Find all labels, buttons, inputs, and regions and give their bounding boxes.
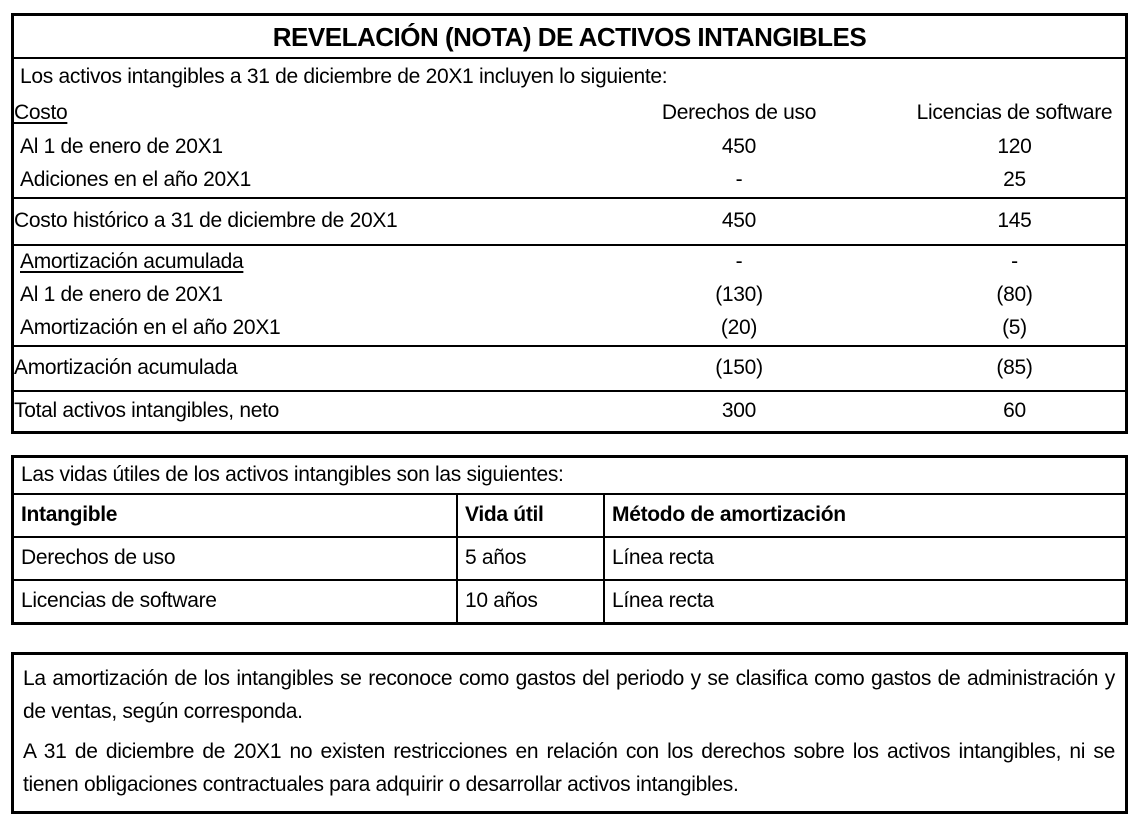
note-title: REVELACIÓN (NOTA) DE ACTIVOS INTANGIBLES	[14, 16, 1125, 59]
table-row: Total activos intangibles, neto 300 60	[14, 391, 1125, 431]
cell-value: 450	[721, 135, 757, 158]
cell-value: (150)	[715, 356, 763, 379]
cost-table: Los activos intangibles a 31 de diciembr…	[14, 59, 1125, 431]
table-row: Las vidas útiles de los activos intangib…	[14, 458, 1125, 494]
row-label: Adiciones en el año 20X1	[20, 168, 251, 191]
useful-lives-table-block: Las vidas útiles de los activos intangib…	[11, 455, 1128, 625]
cell-value: -	[735, 250, 743, 273]
cell-value: (80)	[996, 283, 1033, 306]
row-label: Amortización acumulada	[14, 356, 238, 379]
table-row: Costo histórico a 31 de diciembre de 20X…	[14, 198, 1125, 245]
section-label-amortizacion-text: Amortización acumulada	[20, 250, 244, 273]
notes-text-block: La amortización de los intangibles se re…	[11, 652, 1128, 814]
cell-value: (20)	[720, 316, 758, 339]
table-row: Amortización acumulada (150) (85)	[14, 346, 1125, 391]
section-label-costo: Costo	[14, 96, 574, 131]
note-paragraph: La amortización de los intangibles se re…	[23, 667, 1115, 723]
row-label: Al 1 de enero de 20X1	[20, 135, 223, 158]
table-row: Al 1 de enero de 20X1 (130) (80)	[14, 279, 1125, 312]
row-label: Total activos intangibles, neto	[14, 399, 280, 422]
section-label-amortizacion: Amortización acumulada	[14, 245, 574, 279]
table-row: Licencias de software 10 años Línea rect…	[14, 580, 1125, 622]
useful-lives-table: Las vidas útiles de los activos intangib…	[14, 458, 1125, 622]
column-header-intangible: Intangible	[14, 494, 458, 537]
cell-value: 60	[1003, 399, 1026, 422]
cell-value: (85)	[996, 356, 1033, 379]
intangibles-disclosure-table: REVELACIÓN (NOTA) DE ACTIVOS INTANGIBLES…	[11, 13, 1128, 434]
column-header-licencias-de-software: Licencias de software	[916, 101, 1113, 124]
cell-vida-util: 10 años	[457, 580, 605, 622]
cell-value: 145	[997, 209, 1032, 232]
column-header-vida-util: Vida útil	[457, 494, 605, 537]
table-header-row: Intangible Vida útil Método de amortizac…	[14, 494, 1125, 537]
table-row: Los activos intangibles a 31 de diciembr…	[14, 59, 1125, 96]
row-label: Al 1 de enero de 20X1	[20, 283, 223, 306]
cell-intangible: Derechos de uso	[14, 537, 458, 580]
table-row: Amortización acumulada - -	[14, 245, 1125, 279]
column-header-derechos-de-uso: Derechos de uso	[661, 101, 817, 124]
cell-value: (5)	[1002, 316, 1027, 339]
cost-table-intro: Los activos intangibles a 31 de diciembr…	[20, 65, 668, 88]
cell-value: 120	[997, 135, 1032, 158]
note-paragraph: A 31 de diciembre de 20X1 no existen res…	[23, 740, 1115, 796]
cell-value: 300	[721, 399, 757, 422]
column-header-metodo: Método de amortización	[612, 503, 846, 526]
useful-lives-intro: Las vidas útiles de los activos intangib…	[21, 463, 564, 486]
cell-vida-util: 5 años	[457, 537, 605, 580]
cell-intangible: Licencias de software	[14, 580, 458, 622]
section-label-costo-text: Costo	[14, 101, 68, 124]
table-row: Amortización en el año 20X1 (20) (5)	[14, 312, 1125, 346]
row-label: Amortización en el año 20X1	[20, 316, 281, 339]
cell-value: (130)	[715, 283, 763, 306]
cell-metodo: Línea recta	[612, 589, 714, 612]
document-page: REVELACIÓN (NOTA) DE ACTIVOS INTANGIBLES…	[0, 13, 1148, 834]
table-row: Costo Derechos de uso Licencias de softw…	[14, 96, 1125, 131]
table-row: Adiciones en el año 20X1 - 25	[14, 164, 1125, 198]
cell-value: 450	[721, 209, 757, 232]
cell-value: -	[735, 168, 743, 191]
table-row: Derechos de uso 5 años Línea recta	[14, 537, 1125, 580]
cell-value: 25	[1003, 168, 1026, 191]
cell-metodo: Línea recta	[612, 546, 714, 569]
row-label: Costo histórico a 31 de diciembre de 20X…	[14, 209, 398, 232]
cell-value: -	[1011, 250, 1018, 273]
table-row: Al 1 de enero de 20X1 450 120	[14, 131, 1125, 164]
